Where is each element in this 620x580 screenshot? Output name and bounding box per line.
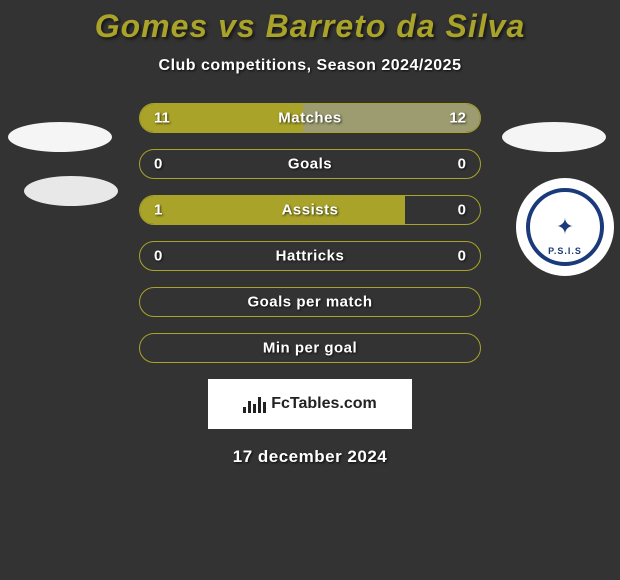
stat-label: Goals [140,156,480,173]
stat-label: Hattricks [140,248,480,265]
watermark-text: FcTables.com [271,395,377,413]
club-logo-text: P.S.I.S [548,246,582,256]
club-logo-icon: ✦ P.S.I.S [526,188,604,266]
player-right-avatar [502,122,606,152]
stat-value-left: 11 [154,110,170,127]
stat-value-left: 1 [154,202,162,219]
stat-label: Assists [140,202,480,219]
stat-value-right: 0 [458,248,466,265]
watermark: FcTables.com [208,379,412,429]
stat-value-right: 0 [458,156,466,173]
stat-value-right: 0 [458,202,466,219]
stat-row: Assists1 0 [139,195,481,225]
page-title: Gomes vs Barreto da Silva [0,8,620,45]
stats-bars: Matches1112Goals00Assists10Hattricks00Go… [139,103,481,363]
club-logo-star-icon: ✦ [556,216,574,238]
subtitle: Club competitions, Season 2024/2025 [0,57,620,75]
stat-label: Goals per match [140,294,480,311]
stat-row: Matches11 12 [139,103,481,133]
stat-value-left: 0 [154,248,162,265]
stat-label: Matches [140,110,480,127]
comparison-card: Gomes vs Barreto da Silva Club competiti… [0,0,620,580]
stat-value-left: 0 [154,156,162,173]
stat-row: Hattricks0 0 [139,241,481,271]
player-left-avatar [8,122,112,152]
date-text: 17 december 2024 [0,447,620,467]
club-right-logo: ✦ P.S.I.S [516,178,614,276]
stat-row: Goals per match [139,287,481,317]
stat-label: Min per goal [140,340,480,357]
club-left-badge [24,176,118,206]
fctables-icon [243,395,265,413]
stat-value-right: 12 [449,110,466,127]
stat-row: Min per goal [139,333,481,363]
stat-row: Goals0 0 [139,149,481,179]
